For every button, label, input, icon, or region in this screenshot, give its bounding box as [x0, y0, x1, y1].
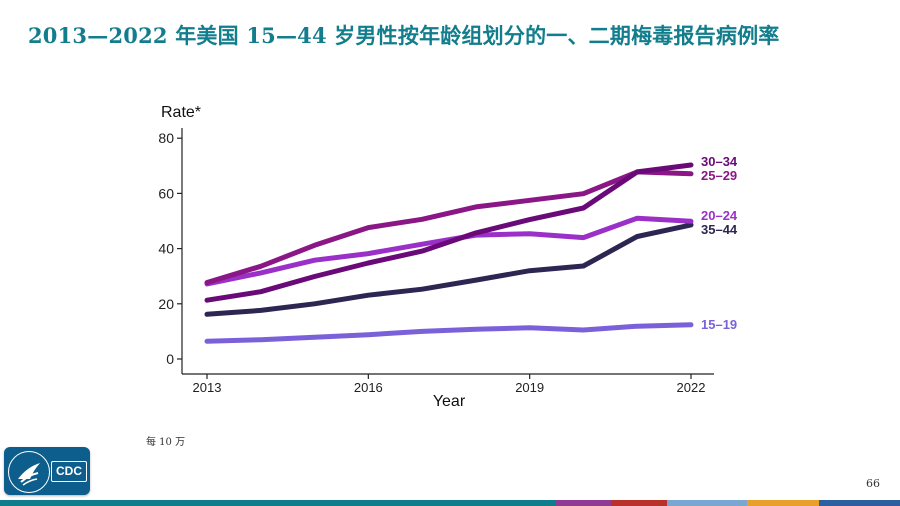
series-label: 25–29 [701, 168, 737, 183]
bottom-bar-segment [0, 500, 555, 506]
x-tick-label: 2016 [354, 380, 383, 395]
series-label: 15–19 [701, 317, 737, 332]
x-tick-label: 2019 [515, 380, 544, 395]
x-tick-label: 2013 [193, 380, 222, 395]
bottom-bar-segment [611, 500, 667, 506]
x-axis-label: Year [433, 393, 466, 410]
x-tick-label: 2022 [677, 380, 706, 395]
footnote: 每 10 万 [146, 437, 186, 448]
series-label: 20–24 [701, 208, 738, 223]
y-tick-label: 40 [158, 241, 174, 257]
y-tick-label: 20 [158, 296, 174, 312]
series-line-35-44 [204, 222, 694, 317]
y-tick-label: 60 [158, 185, 174, 201]
y-tick-label: 80 [158, 130, 174, 146]
series-line-30-34 [204, 162, 694, 303]
hhs-eagle-icon [8, 451, 50, 493]
bottom-bar-segment [747, 500, 819, 506]
cdc-logo: CDC [4, 447, 90, 495]
series-label: 30–34 [701, 154, 738, 169]
bottom-color-bar [0, 500, 900, 506]
bottom-bar-segment [555, 500, 611, 506]
series-label: 35–44 [701, 222, 738, 237]
y-axis-label: Rate* [161, 104, 201, 121]
y-tick-label: 0 [166, 351, 174, 367]
cdc-wordmark: CDC [51, 461, 87, 482]
slide-title: 2013—2022 年美国 15—44 岁男性按年龄组划分的一、二期梅毒报告病例… [28, 23, 780, 48]
series-line-20-24 [204, 215, 694, 287]
bottom-bar-segment [667, 500, 747, 506]
page-number: 66 [866, 477, 880, 490]
bottom-bar-segment [819, 500, 900, 506]
series-line-15-19 [204, 322, 694, 344]
series-line-25-29 [204, 169, 694, 285]
